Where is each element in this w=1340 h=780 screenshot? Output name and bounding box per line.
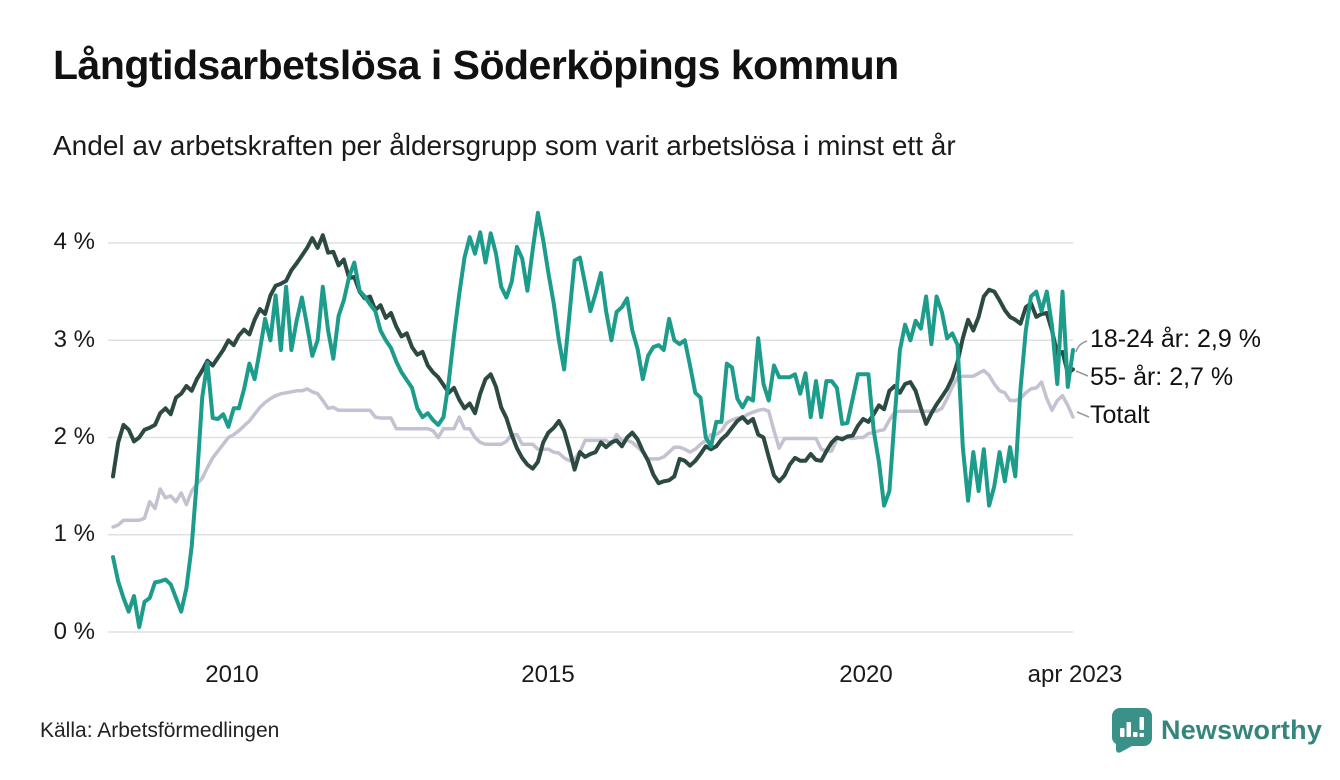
connector-totalt: [1076, 411, 1090, 418]
x-tick-2020: 2020: [839, 661, 893, 688]
series-line-55plus: [111, 233, 1075, 486]
connector-55plus: [1075, 370, 1089, 377]
y-tick-4pct: 4 %: [53, 228, 95, 255]
newsworthy-wordmark: Newsworthy: [1161, 715, 1323, 745]
page-subtitle: Andel av arbetskraften per åldersgrupp s…: [53, 130, 956, 161]
series-line-totalt: [111, 368, 1075, 529]
y-tick-0pct: 0 %: [53, 618, 95, 645]
y-tick-1pct: 1 %: [53, 520, 95, 547]
page-title: Långtidsarbetslösa i Söderköpings kommun: [53, 42, 899, 88]
series-label-55plus: 55- år: 2,7 %: [1090, 363, 1234, 391]
y-tick-2pct: 2 %: [53, 423, 95, 450]
x-tick-2015: 2015: [521, 661, 575, 688]
series-label-totalt: Totalt: [1090, 401, 1150, 429]
newsworthy-logo[interactable]: Newsworthy: [1112, 708, 1322, 753]
series-line-18-24: [111, 210, 1075, 630]
connector-18-24: [1075, 340, 1088, 353]
x-tick-apr-2023: apr 2023: [1027, 661, 1123, 688]
x-tick-2010: 2010: [205, 661, 259, 688]
bar-chart-bubble-icon: [1112, 708, 1152, 753]
source-attribution: Källa: Arbetsförmedlingen: [40, 719, 280, 742]
y-tick-3pct: 3 %: [53, 326, 95, 353]
series-label-18-24: 18-24 år: 2,9 %: [1090, 325, 1261, 353]
